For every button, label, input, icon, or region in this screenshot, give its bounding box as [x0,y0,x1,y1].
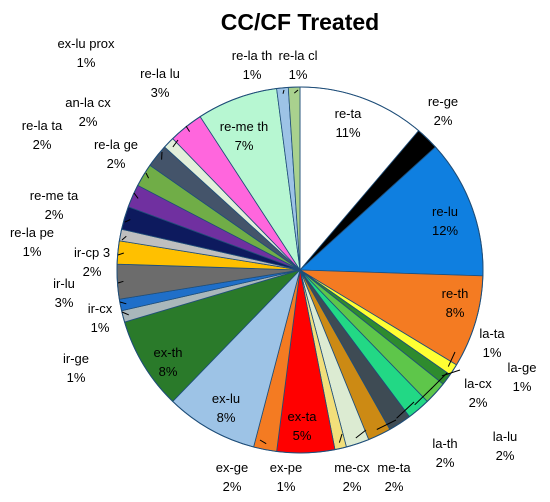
slice-label: re-la ta 2% [22,118,63,152]
leader-line [396,401,415,419]
leader-line [293,89,299,94]
slice-label: ex-ta 5% [288,409,318,443]
slice-label: re-th 8% [442,286,469,320]
slice-label: an-la cx 2% [65,95,111,129]
pie-slices [116,86,484,454]
slice-label: ir-cx 1% [88,301,113,335]
slice-label: ir-ge 1% [63,351,89,385]
leader-line [282,89,285,94]
slice-label: la-lu 2% [493,429,518,463]
slice-label: re-la lu 3% [140,66,180,100]
leader-line [422,141,426,144]
pie-outline [116,86,484,454]
leader-line [185,125,191,132]
leader-line [338,433,343,443]
slice-label: la-ta 1% [479,326,505,360]
slice-label: la-th 2% [432,436,457,470]
slice-label: re-me ta 2% [30,188,79,222]
slice-label: ex-ge 2% [216,460,249,494]
slice-label: re-me th 7% [220,119,268,153]
leader-line [447,351,456,367]
leader-line [355,429,367,439]
leader-line [172,139,179,148]
slice-label: me-ta 2% [377,460,411,494]
slice-label: me-cx 2% [334,460,370,494]
slice-label: ir-lu 3% [53,276,75,310]
slice-label: ex-lu 8% [212,391,240,425]
leader-line [121,311,129,316]
slice-label: ex-th 8% [154,345,183,379]
leader-line [376,419,397,430]
slice-labels: re-ta 11%re-ge 2%re-lu 12%re-th 8%la-ta 1%la-… [10,36,537,494]
slice-label: ex-pe 1% [270,460,303,494]
leader-line [133,192,139,199]
slice-label: re-lu 12% [432,204,458,238]
leader-line [259,439,267,445]
slice-label: re-la cl 1% [278,48,317,82]
slice-label: ex-lu prox 1% [57,36,115,70]
leader-line [124,219,131,223]
slice-label: ir-cp 3 2% [74,245,110,279]
leader-line [430,372,448,390]
leader-line [117,252,124,256]
chart-title: CC/CF Treated [221,9,379,35]
slice-label: la-cx 2% [464,376,492,410]
slice-label: re-ge 2% [428,94,458,128]
leader-line [117,280,124,284]
slice-label: re-la ge 2% [94,137,138,171]
slice-label: re-la th 1% [232,48,272,82]
leader-line [121,235,127,241]
leader-line [119,301,127,305]
slice-label: re-ta 11% [335,106,363,140]
leader-line [145,172,150,179]
slice-label: re-la pe 1% [10,225,54,259]
slice-label: la-ge 1% [508,360,537,394]
leader-line [414,387,433,406]
leader-lines [117,89,461,445]
